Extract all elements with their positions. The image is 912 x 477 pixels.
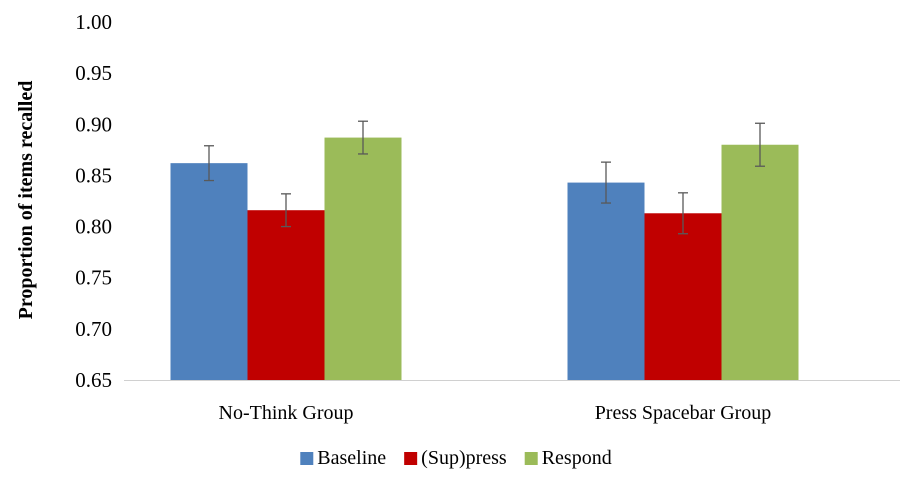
bar--sup-press-1	[644, 213, 722, 380]
legend: Baseline (Sup)press Respond	[300, 447, 612, 469]
y-tick-label: 0.95	[75, 61, 112, 85]
y-tick-label: 0.65	[75, 368, 112, 392]
y-tick-label: 0.90	[75, 112, 112, 136]
bars	[170, 137, 799, 380]
y-axis-title-group: Proportion of items recalled	[15, 81, 37, 320]
error-bars	[204, 120, 765, 235]
legend-label: (Sup)press	[421, 447, 507, 469]
bar-respond-1	[721, 144, 799, 380]
bar--sup-press-0	[247, 210, 325, 380]
legend-swatch	[300, 452, 314, 465]
category-label: No-Think Group	[219, 402, 354, 424]
legend-label: Baseline	[317, 447, 386, 469]
bar-baseline-1	[567, 182, 645, 380]
y-axis-title: Proportion of items recalled	[15, 81, 37, 320]
y-axis-ticks: 0.65 0.70 0.75 0.80 0.85 0.90 0.95 1.00	[75, 10, 112, 392]
legend-swatch	[524, 452, 538, 465]
legend-label: Respond	[542, 447, 612, 469]
y-tick-label: 1.00	[75, 10, 112, 34]
y-tick-label: 0.70	[75, 317, 112, 341]
category-labels: No-Think Group Press Spacebar Group	[219, 402, 772, 424]
y-tick-label: 0.75	[75, 266, 112, 290]
bar-respond-0	[324, 137, 402, 380]
bar-baseline-0	[170, 163, 248, 380]
y-tick-label: 0.85	[75, 163, 112, 187]
legend-swatch	[404, 452, 418, 465]
y-tick-label: 0.80	[75, 215, 112, 239]
category-label: Press Spacebar Group	[595, 402, 772, 424]
